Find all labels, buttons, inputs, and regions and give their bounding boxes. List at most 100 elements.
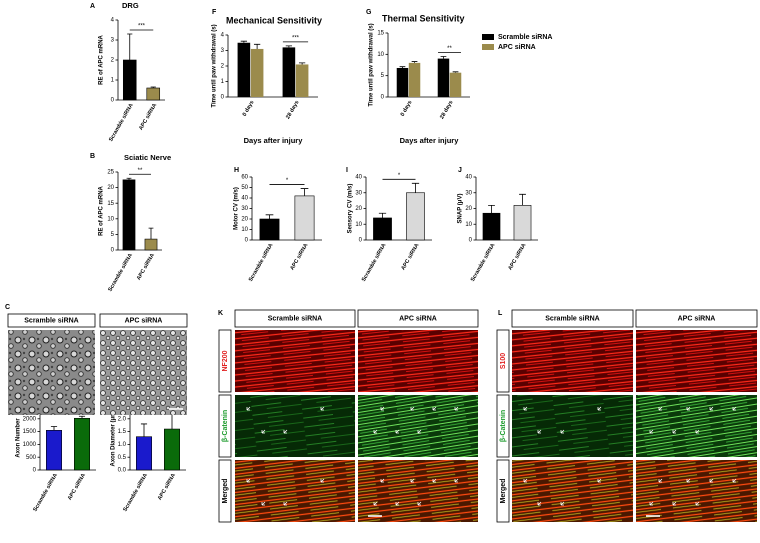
y-tick-label: 2 — [111, 58, 115, 64]
y-tick-label: 4 — [221, 33, 225, 39]
arrow — [373, 429, 378, 434]
arrow — [537, 429, 542, 434]
panel-letter: H — [234, 167, 239, 174]
x-axis-label: Days after injury — [400, 136, 460, 145]
bar — [259, 218, 280, 241]
column-header: APC siRNA — [399, 315, 437, 322]
column-header: Scramble siRNA — [545, 315, 599, 322]
significance-label: *** — [292, 35, 300, 41]
bar — [250, 48, 264, 97]
panel-letter: K — [218, 310, 223, 317]
y-tick-label: 0 — [111, 98, 115, 104]
arrow — [686, 478, 691, 483]
bar — [74, 417, 91, 471]
arrow — [417, 429, 422, 434]
arrow — [649, 501, 654, 506]
chart-title: Mechanical Sensitivity — [226, 15, 322, 25]
arrow — [658, 406, 663, 411]
legend-label: Scramble siRNA — [498, 34, 552, 41]
y-tick-label: 0 — [33, 468, 37, 474]
arrow — [380, 406, 385, 411]
y-tick-label: 1 — [111, 78, 115, 84]
y-tick-label: 40 — [355, 175, 362, 181]
micrograph — [235, 395, 355, 457]
bar — [482, 212, 501, 241]
row-label-box — [496, 394, 510, 458]
column-header-box — [99, 313, 188, 328]
y-tick-label: 3 — [111, 38, 115, 44]
x-tick-label: Scramble siRNA — [248, 243, 275, 283]
y-axis-label: RE of APC mRNA — [99, 185, 105, 235]
y-tick-label: 60 — [241, 175, 248, 181]
error-bar — [411, 61, 418, 63]
arrow — [732, 478, 737, 483]
micrograph — [512, 330, 633, 392]
micrograph — [636, 460, 757, 522]
x-axis-label: Days after injury — [244, 136, 304, 145]
x-tick-label: APC siRNA — [136, 253, 156, 282]
y-tick-label: 20 — [355, 206, 362, 212]
arrow — [283, 429, 288, 434]
y-tick-label: 20 — [107, 185, 114, 191]
arrow — [695, 429, 700, 434]
bar — [406, 192, 425, 241]
y-tick-label: 0 — [221, 95, 225, 101]
arrow — [320, 406, 325, 411]
y-tick-label: 1.5 — [118, 429, 127, 435]
column-header-box — [234, 309, 356, 328]
y-tick-label: 10 — [107, 216, 114, 222]
arrow — [537, 501, 542, 506]
y-tick-label: 10 — [241, 227, 248, 233]
column-header: APC siRNA — [125, 317, 163, 324]
bar — [449, 72, 462, 97]
arrow — [560, 501, 565, 506]
arrow — [695, 501, 700, 506]
y-tick-label: 0 — [111, 248, 115, 254]
x-tick-label: 0 days — [400, 100, 414, 118]
error-bar — [50, 426, 58, 431]
error-bar — [253, 43, 261, 49]
arrow — [523, 406, 528, 411]
arrow — [523, 478, 528, 483]
y-axis-label: RE of APC mRNA — [99, 34, 105, 84]
arrow — [283, 501, 288, 506]
bar — [437, 58, 450, 97]
micrograph — [636, 395, 757, 457]
error-bar — [488, 204, 495, 214]
arrow — [686, 406, 691, 411]
arrow — [597, 478, 602, 483]
y-tick-label: 10 — [377, 52, 384, 58]
row-label: Merged — [222, 479, 229, 504]
y-tick-label: 0 — [381, 95, 385, 101]
arrow — [261, 429, 266, 434]
error-bar — [300, 188, 309, 196]
x-tick-label: 28 days — [285, 100, 300, 120]
x-tick-label: APC siRNA — [507, 243, 527, 272]
arrow — [395, 501, 400, 506]
arrow — [373, 501, 378, 506]
row-label: S100 — [500, 353, 507, 369]
error-bar — [148, 227, 154, 240]
panel-letter: A — [90, 3, 95, 10]
y-tick-label: 5 — [111, 232, 115, 238]
micrograph — [358, 395, 478, 457]
row-label: β-Catenin — [500, 410, 507, 442]
y-tick-label: 1000 — [23, 442, 37, 448]
legend-swatch — [482, 44, 494, 50]
panel-letter: J — [458, 167, 462, 174]
bar — [45, 430, 62, 471]
x-tick-label: Scramble siRNA — [108, 103, 135, 143]
x-tick-label: Scramble siRNA — [32, 473, 59, 513]
micrograph — [512, 460, 633, 522]
y-tick-label: 0.5 — [118, 455, 127, 461]
y-tick-label: 1 — [221, 79, 225, 85]
arrow — [246, 406, 251, 411]
y-axis-label: Time until paw withdrawal (s) — [212, 24, 218, 107]
y-tick-label: 15 — [377, 31, 384, 37]
row-label: NF200 — [222, 350, 229, 371]
y-tick-label: 40 — [241, 196, 248, 202]
arrow — [432, 478, 437, 483]
panel-letter: F — [212, 9, 217, 16]
column-header-box — [511, 309, 634, 328]
bar — [282, 47, 296, 97]
